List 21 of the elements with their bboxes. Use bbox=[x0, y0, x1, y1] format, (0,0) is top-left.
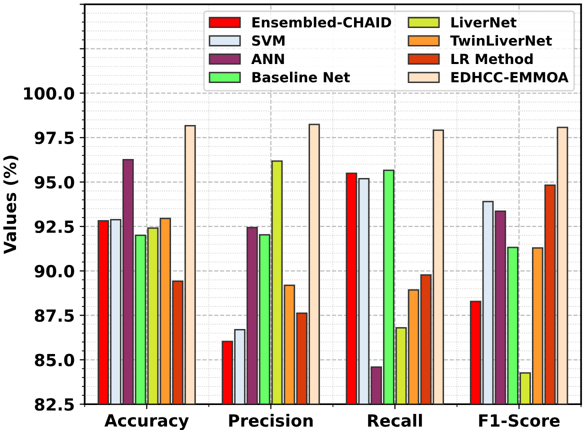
legend-label: TwinLiverNet bbox=[450, 35, 552, 46]
y-tick-label: 97.5 bbox=[34, 132, 74, 144]
y-tick-label: 95.0 bbox=[34, 176, 74, 189]
legend-label: Ensembled-CHAID bbox=[252, 16, 392, 28]
y-tick-label: 90.0 bbox=[34, 264, 74, 278]
x-tick-label: Precision bbox=[229, 414, 313, 427]
y-tick-label: 85.0 bbox=[34, 354, 74, 366]
legend-label: EDHCC-EMMOA bbox=[451, 72, 569, 82]
legend-label: LR Method bbox=[451, 53, 533, 64]
y-tick-label: 87.5 bbox=[34, 309, 74, 322]
legend-label: LiverNet bbox=[451, 16, 516, 28]
legend-label: SVM bbox=[252, 35, 284, 46]
x-tick-label: Recall bbox=[368, 414, 422, 427]
y-tick-label: 82.5 bbox=[34, 398, 74, 411]
x-tick-label: Accuracy bbox=[104, 414, 189, 430]
legend-label: ANN bbox=[251, 54, 284, 64]
y-tick-label: 100.0 bbox=[24, 87, 74, 100]
x-tick-label: F1-Score bbox=[479, 414, 560, 427]
legend-label: Baseline Net bbox=[252, 72, 350, 82]
y-tick-label: 92.5 bbox=[34, 220, 74, 234]
y-axis-title: Values (%) bbox=[3, 156, 18, 254]
